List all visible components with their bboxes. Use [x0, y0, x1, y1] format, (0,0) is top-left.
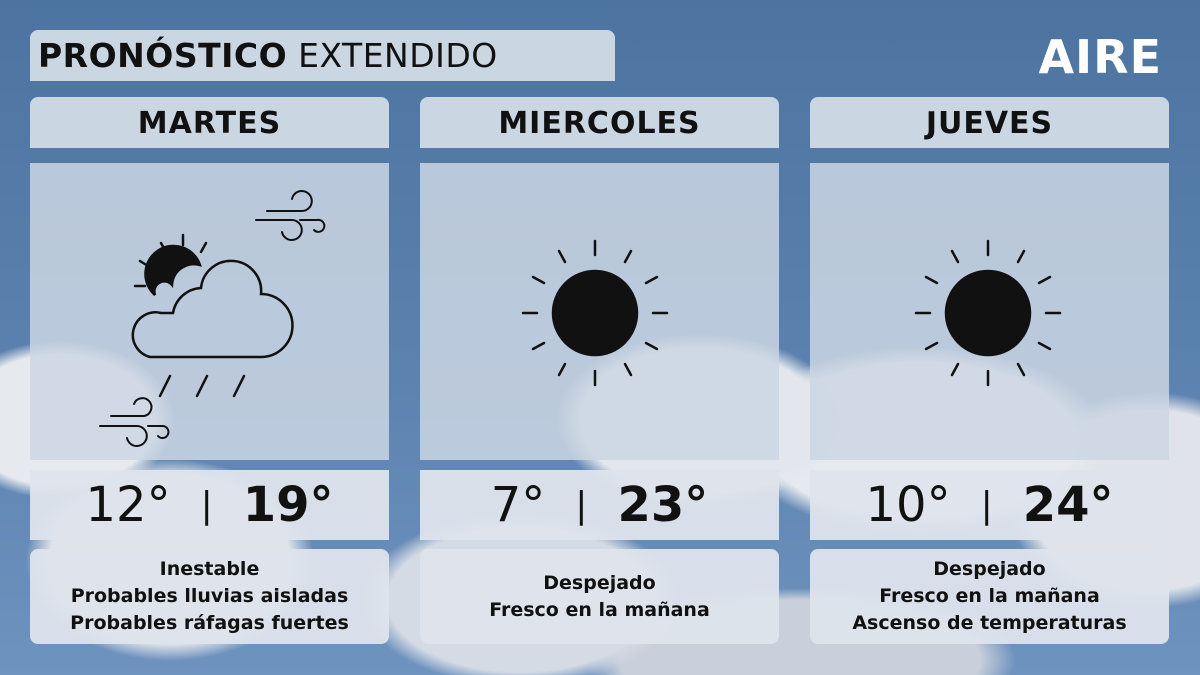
forecast-description: Despejado Fresco en la mañana — [420, 549, 779, 644]
separator: | — [980, 484, 993, 526]
day-name: MIERCOLES — [420, 97, 779, 148]
logo: AIRE — [1038, 30, 1162, 84]
day-card-martes: MARTES 12° | 19° Inestable Probables lluvia… — [30, 97, 389, 644]
page-title: PRONÓSTICO EXTENDIDO — [30, 30, 615, 81]
day-card-miercoles: MIERCOLES 7° | 23° Despejado Fresco en la m… — [420, 97, 779, 644]
min-temp: 12° — [85, 477, 171, 533]
day-name: MARTES — [30, 97, 389, 148]
sun-icon — [133, 233, 208, 296]
desc-line: Fresco en la mañana — [489, 598, 710, 621]
rain-icon — [158, 374, 246, 398]
desc-line: Probables lluvias aisladas — [70, 585, 349, 607]
separator: | — [575, 484, 588, 526]
wind-icon — [99, 190, 326, 447]
min-temp: 7° — [490, 477, 546, 533]
max-temp: 24° — [1022, 477, 1114, 533]
desc-line: Inestable — [159, 558, 260, 580]
desc-line: Probables ráfagas fuertes — [70, 612, 349, 634]
forecast-description: Inestable Probables lluvias aisladas Proba… — [30, 549, 389, 644]
min-temp: 10° — [865, 477, 951, 533]
desc-line: Despejado — [933, 558, 1046, 580]
desc-line: Ascenso de temperaturas — [852, 612, 1127, 634]
forecast-description: Despejado Fresco en la mañana Ascenso de t… — [810, 549, 1169, 644]
max-temp: 23° — [617, 477, 709, 533]
day-name: JUEVES — [810, 97, 1169, 148]
desc-line: Despejado — [543, 571, 656, 594]
temperature-range: 7° | 23° — [420, 470, 779, 540]
sun-icon — [810, 163, 1169, 460]
partly-cloudy-rain-wind-icon — [30, 163, 389, 460]
desc-line: Fresco en la mañana — [879, 585, 1100, 607]
temperature-range: 12° | 19° — [30, 470, 389, 540]
separator: | — [200, 484, 213, 526]
sun-icon — [420, 163, 779, 460]
cloud-icon — [131, 259, 294, 359]
max-temp: 19° — [242, 477, 334, 533]
day-card-jueves: JUEVES 10° | 24° Despejado Fresco en la mañ… — [810, 97, 1169, 644]
temperature-range: 10° | 24° — [810, 470, 1169, 540]
